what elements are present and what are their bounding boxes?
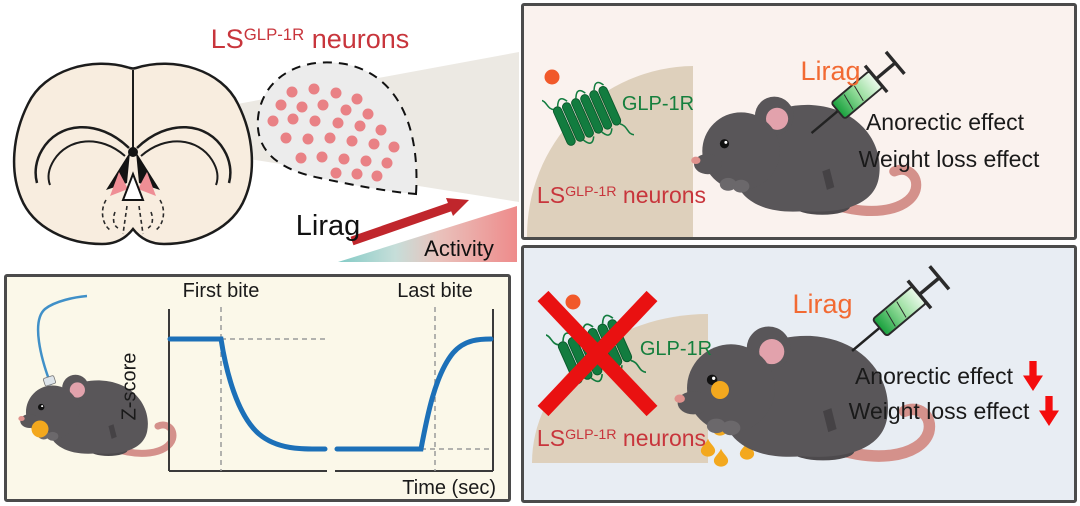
down-arrow-icon <box>1039 396 1059 426</box>
glp1-ligand-icon <box>565 294 581 310</box>
dashed-guides <box>220 307 493 471</box>
receptor-label: GLP-1R <box>639 338 713 360</box>
knockout-panel-art <box>532 262 953 467</box>
food-icon <box>31 420 49 438</box>
lirag-label: Lirag <box>792 289 853 319</box>
x-axis-label: Time (sec) <box>402 477 496 499</box>
lirag-label: Lirag <box>800 56 861 86</box>
last-bite-label: Last bite <box>397 280 473 302</box>
anorectic-effect-label: Anorectic effect <box>865 109 1025 135</box>
neuron-cell-shape <box>532 314 708 463</box>
first-bite-label: First bite <box>182 280 260 302</box>
cell-label: LSGLP-1R neurons <box>536 425 707 451</box>
photometry-panel: First bite Last bite Z-score Time (sec) <box>4 274 511 502</box>
red-x-icon <box>537 290 658 417</box>
plot-axes <box>168 309 494 472</box>
activity-label: Activity <box>424 236 494 261</box>
weight-loss-effect-label: Weight loss effect <box>848 397 1030 424</box>
down-arrow-icon <box>1023 361 1043 391</box>
neuron-cell-shape <box>526 66 693 237</box>
lirag-label: Lirag <box>295 210 361 242</box>
food-pellet-icon <box>713 448 729 467</box>
receptor-label: GLP-1R <box>621 93 695 115</box>
activity-gradient-triangle <box>338 206 517 262</box>
head-implant-icon <box>42 375 56 387</box>
brain-coronal-section-icon <box>12 62 254 246</box>
weight-loss-effect-row: Weight loss effect <box>824 396 1080 426</box>
glp1r-knockout-panel: GLP-1R LSGLP-1R neurons Lirag Anorectic … <box>521 245 1077 503</box>
cell-label: LSGLP-1R neurons <box>536 182 707 208</box>
lateral-septum-highlight <box>110 172 128 196</box>
glp1-ligand-icon <box>544 69 560 85</box>
zscore-plot <box>7 294 494 472</box>
weight-loss-effect-label: Weight loss effect <box>858 146 1040 172</box>
mouse-icon <box>18 375 173 456</box>
glp1r-intact-panel: GLP-1R LSGLP-1R neurons Lirag Anorectic … <box>521 3 1077 240</box>
anorectic-effect-label: Anorectic effect <box>854 362 1014 389</box>
y-axis-label: Z-score <box>118 352 141 421</box>
food-icon <box>711 381 729 399</box>
brain-to-neurons-illustration <box>12 52 519 262</box>
anorectic-effect-row: Anorectic effect <box>824 361 1074 391</box>
zscore-trace <box>167 336 494 452</box>
up-right-arrow-icon <box>350 198 469 246</box>
neuron-dots <box>267 83 400 182</box>
fiber-optic-cable-icon <box>36 294 88 386</box>
neuron-field-icon <box>256 61 418 196</box>
intact-panel-art <box>526 47 1074 237</box>
ls-glp1r-neurons-title: LSGLP-1R neurons <box>210 24 410 54</box>
